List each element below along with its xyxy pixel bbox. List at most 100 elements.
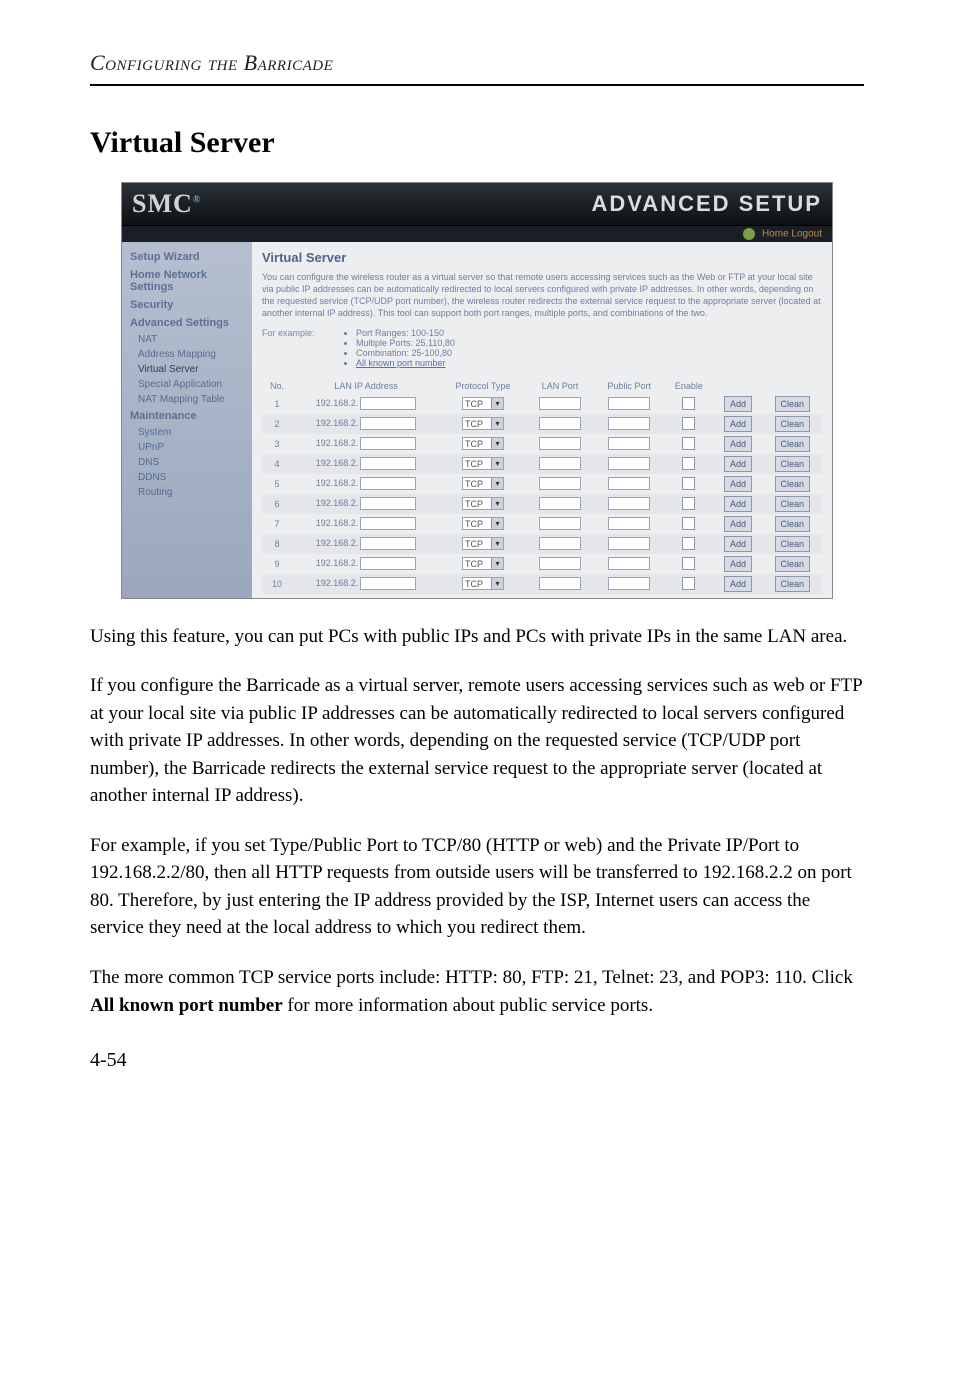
lan-ip-input[interactable] [360,557,416,570]
globe-icon [743,228,755,240]
add-button[interactable]: Add [724,436,752,452]
table-row: 8192.168.2.TCPAddClean [262,534,822,554]
clean-button[interactable]: Clean [775,516,811,532]
protocol-select[interactable]: TCP [462,497,504,510]
th-no: No. [262,378,292,394]
clean-button[interactable]: Clean [775,416,811,432]
nav-routing[interactable]: Routing [122,485,252,500]
nav-home-network[interactable]: Home Network Settings [122,266,252,296]
clean-button[interactable]: Clean [775,496,811,512]
clean-button[interactable]: Clean [775,476,811,492]
enable-checkbox[interactable] [682,557,695,570]
nav-advanced[interactable]: Advanced Settings [122,314,252,332]
lan-port-input[interactable] [539,537,581,550]
lan-port-input[interactable] [539,517,581,530]
router-screenshot: SMC® ADVANCED SETUP Home Logout Setup Wi… [121,182,833,599]
nav-system[interactable]: System [122,425,252,440]
lan-port-input[interactable] [539,417,581,430]
public-port-input[interactable] [608,397,650,410]
th-ptype: Protocol Type [440,378,526,394]
protocol-select[interactable]: TCP [462,477,504,490]
add-button[interactable]: Add [724,536,752,552]
add-button[interactable]: Add [724,576,752,592]
table-row: 3192.168.2.TCPAddClean [262,434,822,454]
add-button[interactable]: Add [724,556,752,572]
enable-checkbox[interactable] [682,457,695,470]
protocol-select[interactable]: TCP [462,457,504,470]
enable-checkbox[interactable] [682,397,695,410]
nav-special-app[interactable]: Special Application [122,377,252,392]
nav-address-mapping[interactable]: Address Mapping [122,347,252,362]
public-port-input[interactable] [608,517,650,530]
clean-button[interactable]: Clean [775,396,811,412]
add-button[interactable]: Add [724,416,752,432]
enable-checkbox[interactable] [682,537,695,550]
lan-ip-input[interactable] [360,497,416,510]
lan-ip-input[interactable] [360,437,416,450]
public-port-input[interactable] [608,437,650,450]
lan-port-input[interactable] [539,437,581,450]
enable-checkbox[interactable] [682,497,695,510]
nav-setup-wizard[interactable]: Setup Wizard [122,248,252,266]
protocol-select[interactable]: TCP [462,517,504,530]
row-no: 9 [262,554,292,574]
lan-ip-input[interactable] [360,457,416,470]
add-button[interactable]: Add [724,476,752,492]
clean-button[interactable]: Clean [775,456,811,472]
ss-subbar: Home Logout [122,225,832,242]
add-button[interactable]: Add [724,456,752,472]
lan-port-input[interactable] [539,477,581,490]
lan-port-input[interactable] [539,577,581,590]
protocol-select[interactable]: TCP [462,537,504,550]
public-port-input[interactable] [608,577,650,590]
protocol-select[interactable]: TCP [462,577,504,590]
lan-port-input[interactable] [539,457,581,470]
nav-upnp[interactable]: UPnP [122,440,252,455]
nav-sidebar: Setup Wizard Home Network Settings Secur… [122,242,252,598]
enable-checkbox[interactable] [682,577,695,590]
clean-button[interactable]: Clean [775,576,811,592]
example-block: For example: Port Ranges: 100-150 Multip… [262,328,822,368]
protocol-select[interactable]: TCP [462,417,504,430]
add-button[interactable]: Add [724,496,752,512]
add-button[interactable]: Add [724,516,752,532]
nav-maintenance[interactable]: Maintenance [122,407,252,425]
add-button[interactable]: Add [724,396,752,412]
nav-nat[interactable]: NAT [122,332,252,347]
lan-ip-input[interactable] [360,397,416,410]
row-no: 2 [262,414,292,434]
enable-checkbox[interactable] [682,477,695,490]
clean-button[interactable]: Clean [775,436,811,452]
lan-ip-input[interactable] [360,417,416,430]
public-port-input[interactable] [608,557,650,570]
home-logout-links[interactable]: Home Logout [762,229,822,240]
lan-ip-input[interactable] [360,477,416,490]
public-port-input[interactable] [608,537,650,550]
th-enable: Enable [664,378,713,394]
protocol-select[interactable]: TCP [462,557,504,570]
nav-ddns[interactable]: DDNS [122,470,252,485]
lan-port-input[interactable] [539,497,581,510]
public-port-input[interactable] [608,477,650,490]
nav-nat-mapping[interactable]: NAT Mapping Table [122,392,252,407]
nav-dns[interactable]: DNS [122,455,252,470]
enable-checkbox[interactable] [682,417,695,430]
lan-ip-input[interactable] [360,517,416,530]
lan-ip-input[interactable] [360,577,416,590]
nav-security[interactable]: Security [122,296,252,314]
public-port-input[interactable] [608,457,650,470]
lan-port-input[interactable] [539,557,581,570]
clean-button[interactable]: Clean [775,536,811,552]
lan-port-input[interactable] [539,397,581,410]
protocol-select[interactable]: TCP [462,437,504,450]
row-no: 4 [262,454,292,474]
public-port-input[interactable] [608,417,650,430]
protocol-select[interactable]: TCP [462,397,504,410]
all-known-port-link[interactable]: All known port number [356,358,446,368]
lan-ip-input[interactable] [360,537,416,550]
nav-virtual-server[interactable]: Virtual Server [122,362,252,377]
public-port-input[interactable] [608,497,650,510]
clean-button[interactable]: Clean [775,556,811,572]
enable-checkbox[interactable] [682,517,695,530]
enable-checkbox[interactable] [682,437,695,450]
